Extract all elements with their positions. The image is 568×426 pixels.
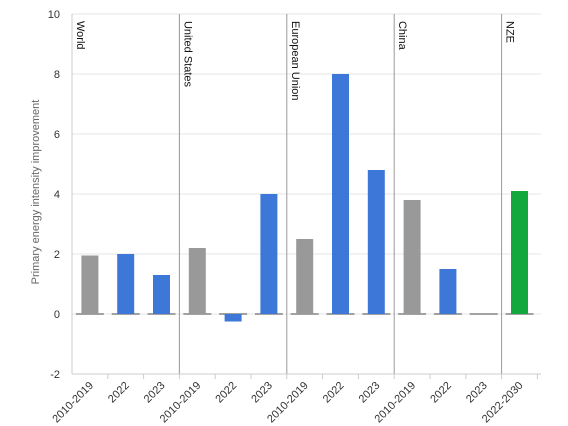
bar: [511, 191, 528, 314]
group-label: NZE: [504, 21, 516, 43]
group-label: United States: [181, 21, 193, 88]
bars: [75, 74, 534, 322]
bar: [367, 170, 385, 314]
y-tick-label: 10: [48, 9, 60, 21]
group-label: China: [396, 21, 408, 51]
bar: [188, 248, 206, 314]
bar: [403, 200, 421, 314]
y-axis-title: Primary energy intensity improvement: [30, 100, 42, 285]
group-label: World: [74, 21, 86, 50]
bar: [296, 239, 314, 314]
y-tick-label: 6: [54, 129, 60, 141]
x-tick-label: 2023: [142, 380, 168, 406]
group-label: European Union: [289, 21, 301, 101]
bar: [117, 254, 135, 314]
bar: [439, 269, 457, 314]
bar: [224, 314, 242, 322]
y-tick-label: 4: [54, 189, 60, 201]
bar: [153, 275, 170, 314]
bar: [332, 74, 349, 314]
y-tick-label: 2: [54, 249, 60, 261]
group-dividers: [178, 14, 503, 374]
x-tick-label: 2010-2019: [50, 380, 96, 426]
bar: [260, 194, 278, 314]
x-tick-label: 2023: [249, 380, 275, 406]
x-tick-label: 2023: [464, 380, 490, 406]
axes: [71, 14, 541, 379]
x-tick-label: 2022: [428, 380, 454, 406]
y-tick-label: 8: [54, 69, 60, 81]
bar: [81, 255, 99, 314]
y-tick-label: 0: [54, 309, 60, 321]
x-tick-label: 2022: [321, 380, 347, 406]
y-tick-label: -2: [50, 369, 60, 381]
x-tick-label: 2022: [106, 380, 132, 406]
x-tick-label: 2022: [213, 380, 239, 406]
gridlines: [72, 13, 541, 375]
x-tick-label: 2023: [357, 380, 383, 406]
